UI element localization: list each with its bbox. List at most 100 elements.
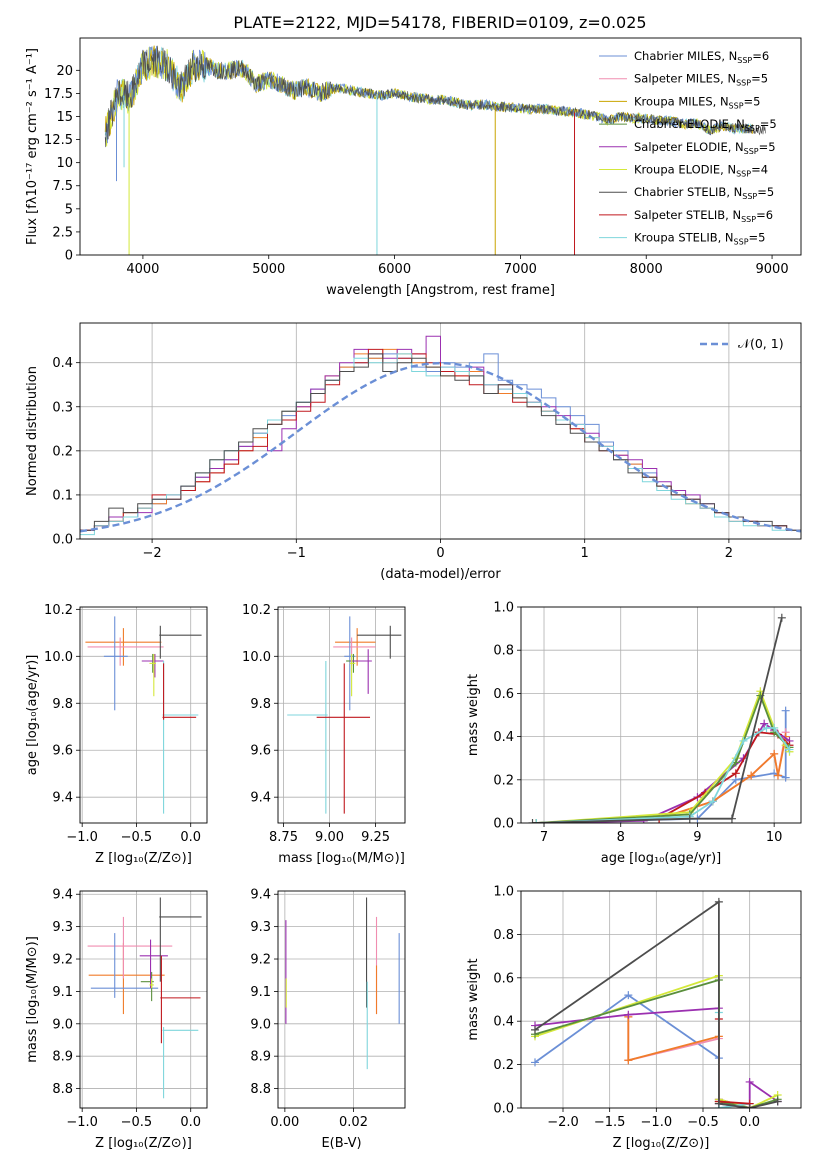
legend-name: Salpeter MILES, N [634, 72, 736, 86]
x-tick-label: −1 [287, 546, 306, 561]
y-tick-label: 0.4 [52, 356, 73, 371]
plot-area [85, 616, 202, 814]
legend-count: =5 [757, 185, 774, 199]
x-tick-label: 7000 [504, 262, 537, 277]
legend-name: Chabrier STELIB, N [634, 185, 742, 199]
legend-label: Salpeter STELIB, NSSP=6 [634, 208, 773, 224]
y-tick-label: 0.6 [493, 687, 514, 702]
plus-marker [685, 814, 694, 823]
legend-label: 𝒩(0, 1) [738, 336, 784, 351]
legend-subscript: SSP [729, 101, 744, 110]
plot-area [287, 616, 402, 814]
legend-label: Salpeter MILES, NSSP=5 [634, 72, 768, 88]
legend-count: =5 [749, 231, 766, 245]
plus-marker [714, 897, 723, 906]
plus-marker [745, 1104, 754, 1108]
y-tick-label: 12.5 [44, 133, 73, 148]
legend-name: Kroupa ELODIE, N [634, 163, 736, 177]
axes-frame [79, 322, 802, 540]
y-tick-label: 1.0 [493, 601, 514, 616]
normal-curve [80, 361, 801, 533]
plot-area [285, 897, 400, 1070]
y-tick-label: 9.8 [52, 697, 73, 712]
x-tick-label: 0.0 [180, 1115, 201, 1130]
y-tick-label: 9.4 [52, 888, 73, 903]
legend-name: Chabrier MILES, N [634, 49, 737, 63]
y-tick-label: 7.5 [52, 179, 73, 194]
axes-frame [79, 606, 208, 824]
x-tick-label: 0 [436, 546, 444, 561]
legend-name: Chabrier ELODIE, N [634, 117, 745, 131]
y-tick-label: 9.6 [250, 744, 271, 759]
x-tick-label: 2 [725, 546, 733, 561]
plus-marker [714, 1099, 723, 1108]
y-tick-label: 0.6 [493, 971, 514, 986]
y-tick-label: 10.2 [242, 603, 271, 618]
legend-subscript: SSP [741, 215, 756, 224]
series-line [532, 617, 783, 823]
plus-marker [760, 719, 769, 728]
y-tick-label: 9.4 [250, 888, 271, 903]
y-tick-label: 10 [56, 156, 73, 171]
panel-mass_vs_ebv: 0.00 0.02 8.8 8.9 9.0 9.1 9.2 9.3 9.4 E(B-V) [250, 888, 406, 1151]
y-axis-label: mass weight [466, 958, 481, 1040]
y-tick-label: 10.0 [242, 650, 271, 665]
x-tick-label: 1 [581, 546, 589, 561]
y-tick-label: 2.5 [52, 225, 73, 240]
x-tick-label: 5000 [252, 262, 285, 277]
x-tick-label: −1.0 [66, 1115, 98, 1130]
x-tick-label: 8000 [630, 262, 663, 277]
x-tick-label: 4000 [126, 262, 159, 277]
plus-marker [770, 749, 779, 758]
plot-area [87, 897, 202, 1099]
plus-marker [777, 613, 786, 622]
legend-count: =5 [759, 140, 776, 154]
plot-background [521, 891, 801, 1108]
plus-marker [531, 1025, 539, 1034]
panel-age_vs_z: −1.0 −0.5 0.0 9.4 9.6 9.8 10.0 10.2 Z [log₁₀(Z/Z… [25, 603, 208, 866]
legend-count: =6 [756, 208, 773, 222]
x-tick-label: −1.0 [66, 830, 98, 845]
legend-name: Salpeter STELIB, N [634, 208, 741, 222]
y-tick-label: 10.0 [44, 650, 73, 665]
y-tick-label: 0.0 [52, 533, 73, 548]
plus-marker [770, 723, 779, 732]
plot-area [528, 613, 794, 823]
legend-name: Salpeter ELODIE, N [634, 140, 744, 154]
y-tick-label: 0.8 [493, 644, 514, 659]
x-axis-label: age [log₁₀(age/yr)] [601, 851, 722, 866]
x-tick-label: 9.00 [315, 830, 344, 845]
axes-frame [520, 890, 802, 1109]
y-tick-label: 9.3 [52, 920, 73, 935]
plus-marker [739, 736, 748, 745]
y-axis-label: Flux [fλ10⁻¹⁷ erg cm⁻² s⁻¹ A⁻¹] [25, 48, 40, 245]
x-tick-label: 7 [540, 830, 548, 845]
axes-frame [79, 890, 208, 1109]
x-tick-label: 9.25 [361, 830, 390, 845]
legend-subscript: SSP [745, 124, 760, 133]
axes-frame [277, 890, 406, 1109]
legend-label: Salpeter ELODIE, NSSP=5 [634, 140, 776, 156]
legend-count: =6 [752, 49, 769, 63]
y-tick-label: 9.0 [52, 1017, 73, 1032]
x-tick-label: 6000 [378, 262, 411, 277]
y-tick-label: 0.0 [493, 1102, 514, 1117]
panel-age_vs_mass: 8.75 9.00 9.25 9.4 9.6 9.8 10.0 10.2 mass [log₁₀… [242, 603, 406, 866]
plus-marker [747, 771, 756, 780]
plot-area [531, 897, 782, 1108]
y-tick-label: 9.1 [250, 985, 271, 1000]
panel-mass_vs_z: −1.0 −0.5 0.0 8.8 8.9 9.0 9.1 9.2 9.3 9.4 Z [log₁₀… [25, 888, 208, 1151]
y-tick-label: 9.4 [52, 791, 73, 806]
figure-title: PLATE=2122, MJD=54178, FIBERID=0109, z=0… [233, 13, 646, 32]
spectrum-line [104, 45, 754, 144]
histogram-step [80, 353, 801, 531]
y-tick-label: 20 [56, 64, 73, 79]
y-tick-label: 9.3 [250, 920, 271, 935]
x-axis-label: (data-model)/error [380, 567, 501, 582]
x-tick-label: −1.0 [641, 1115, 673, 1130]
plus-marker [624, 991, 633, 1000]
x-tick-label: 0.0 [180, 830, 201, 845]
panel-spectrum: 4000 5000 6000 7000 8000 9000 0 2.5 5 7.5 10 12.5 15… [25, 37, 802, 298]
plot-area [104, 45, 766, 255]
plus-marker [531, 1058, 539, 1067]
